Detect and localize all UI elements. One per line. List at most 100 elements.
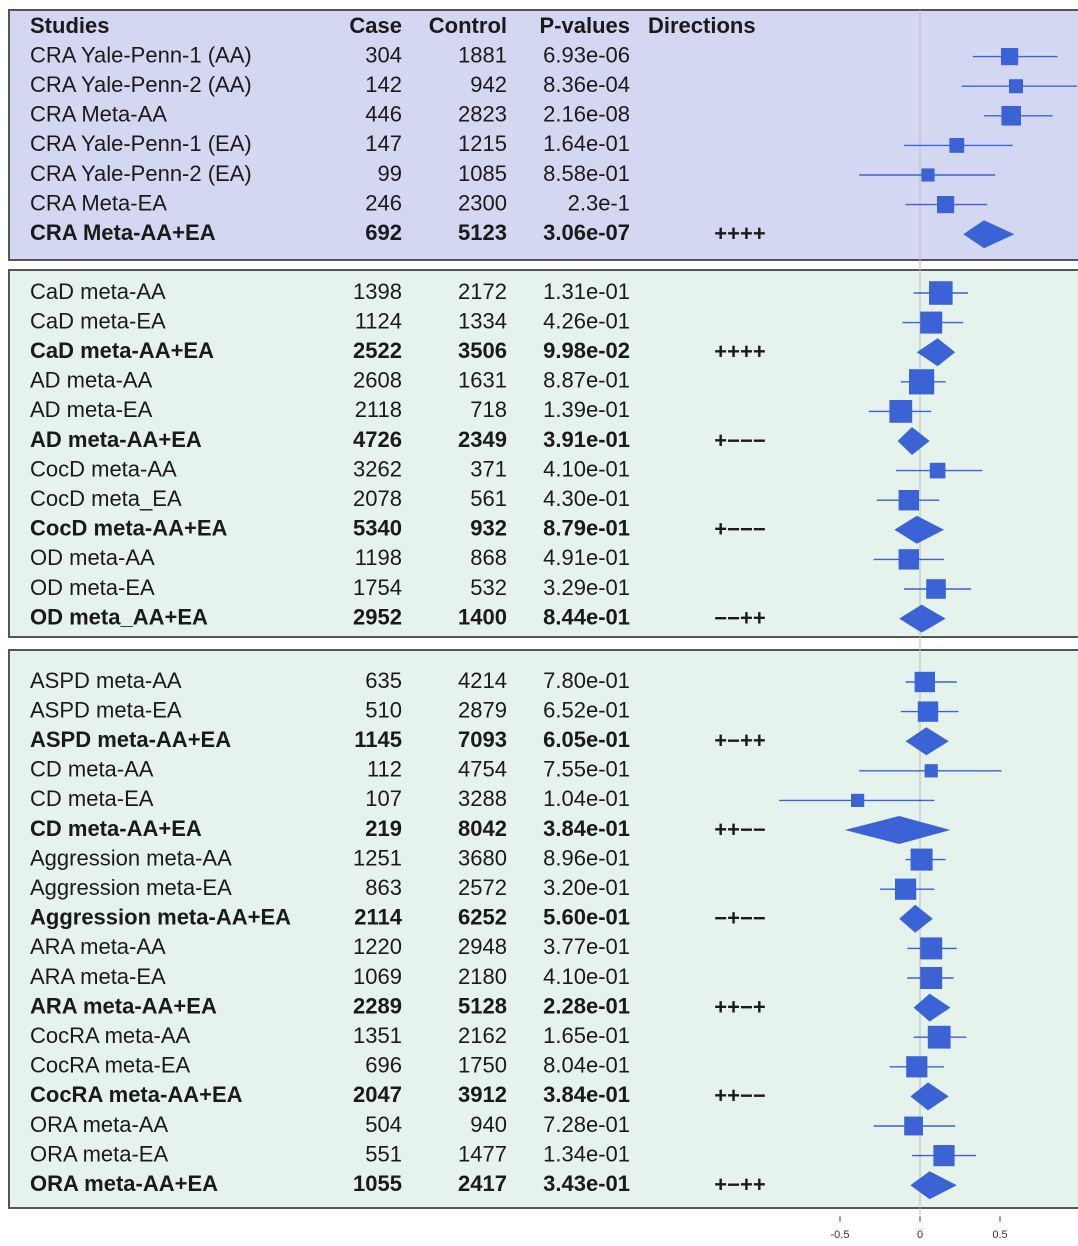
direction-signs: ++++ [714, 221, 765, 246]
control-count: 718 [470, 397, 507, 422]
case-count: 1220 [353, 934, 402, 959]
estimate-square [906, 1056, 928, 1078]
direction-signs: ++−+ [714, 994, 765, 1019]
case-count: 510 [365, 697, 402, 722]
estimate-square [1001, 48, 1019, 66]
control-count: 7093 [458, 727, 507, 752]
case-count: 2608 [353, 368, 402, 393]
control-count: 2417 [458, 1171, 507, 1196]
direction-signs: −+−− [714, 906, 765, 931]
p-value: 8.58e-01 [543, 161, 630, 186]
case-count: 304 [365, 42, 402, 67]
control-count: 1334 [458, 308, 507, 333]
estimate-square [937, 196, 955, 214]
study-label: OD meta_AA+EA [30, 604, 208, 629]
study-label: CRA Yale-Penn-2 (AA) [30, 72, 252, 97]
control-count: 2572 [458, 875, 507, 900]
control-count: 3680 [458, 845, 507, 870]
study-label: ASPD meta-AA [30, 668, 182, 693]
estimate-square [920, 967, 943, 989]
direction-signs: −−++ [714, 605, 765, 630]
control-count: 1400 [458, 604, 507, 629]
p-value: 7.80e-01 [543, 668, 630, 693]
direction-signs: +−−− [714, 428, 765, 453]
estimate-square [926, 579, 946, 599]
case-count: 1754 [353, 575, 402, 600]
p-value: 3.20e-01 [543, 875, 630, 900]
summary-diamond [913, 993, 951, 1022]
estimate-square [933, 1145, 955, 1167]
control-count: 1631 [458, 368, 507, 393]
estimate-square [898, 549, 919, 570]
summary-diamond [910, 1082, 949, 1111]
x-tick-label: 0.5 [992, 1229, 1007, 1241]
study-label: CocD meta-AA [30, 456, 177, 481]
p-value: 8.87e-01 [543, 368, 630, 393]
p-value: 4.10e-01 [543, 456, 630, 481]
p-value: 7.28e-01 [543, 1112, 630, 1137]
control-count: 2300 [458, 190, 507, 215]
p-value: 1.39e-01 [543, 397, 630, 422]
control-count: 371 [470, 456, 507, 481]
study-label: CRA Yale-Penn-2 (EA) [30, 161, 252, 186]
control-count: 6252 [458, 905, 507, 930]
case-count: 2118 [355, 397, 402, 422]
case-count: 635 [365, 668, 402, 693]
estimate-square [895, 878, 917, 900]
panel-3 [8, 649, 1078, 1209]
p-value: 1.34e-01 [543, 1141, 630, 1166]
estimate-square [851, 793, 865, 807]
case-count: 551 [365, 1141, 402, 1166]
estimate-square [949, 138, 965, 153]
estimate-square [924, 764, 938, 778]
p-value: 1.04e-01 [543, 786, 630, 811]
case-count: 692 [365, 220, 402, 245]
study-label: CocRA meta-AA+EA [30, 1082, 243, 1107]
header-studies: Studies [30, 13, 109, 38]
direction-signs: +−++ [714, 728, 765, 753]
study-label: ASPD meta-AA+EA [30, 727, 231, 752]
control-count: 4754 [458, 757, 507, 782]
p-value: 3.91e-01 [543, 427, 630, 452]
summary-diamond [894, 515, 944, 544]
case-count: 696 [365, 1053, 402, 1078]
control-count: 940 [470, 1112, 507, 1137]
p-value: 6.52e-01 [543, 697, 630, 722]
p-value: 2.3e-1 [568, 190, 630, 215]
p-value: 4.30e-01 [543, 486, 630, 511]
summary-diamond [844, 816, 951, 844]
p-value: 3.29e-01 [543, 575, 630, 600]
header-control: Control [429, 13, 507, 38]
estimate-square [898, 490, 919, 511]
summary-diamond [899, 904, 933, 933]
case-count: 2078 [353, 486, 402, 511]
case-count: 3262 [353, 456, 402, 481]
case-count: 4726 [353, 427, 402, 452]
control-count: 868 [470, 545, 507, 570]
study-label: CaD meta-AA [30, 279, 166, 304]
summary-diamond [916, 338, 956, 367]
x-tick-label: 0 [917, 1229, 923, 1241]
control-count: 1085 [458, 161, 507, 186]
case-count: 446 [365, 102, 402, 127]
estimate-square [927, 1025, 951, 1049]
case-count: 5340 [353, 516, 402, 541]
control-count: 1215 [458, 131, 507, 156]
p-value: 5.60e-01 [543, 905, 630, 930]
estimate-square [914, 671, 935, 693]
estimate-square [904, 1116, 923, 1136]
study-label: ARA meta-AA+EA [30, 993, 217, 1018]
case-count: 2289 [353, 993, 402, 1018]
study-label: CaD meta-EA [30, 308, 166, 333]
p-value: 2.28e-01 [543, 993, 630, 1018]
p-value: 3.84e-01 [543, 816, 630, 841]
control-count: 5123 [458, 220, 507, 245]
p-value: 6.93e-06 [543, 42, 630, 67]
case-count: 2047 [353, 1082, 402, 1107]
case-count: 142 [365, 72, 402, 97]
case-count: 863 [365, 875, 402, 900]
study-label: CaD meta-AA+EA [30, 338, 214, 363]
p-value: 7.55e-01 [543, 757, 630, 782]
study-label: AD meta-AA+EA [30, 427, 202, 452]
control-count: 3288 [458, 786, 507, 811]
